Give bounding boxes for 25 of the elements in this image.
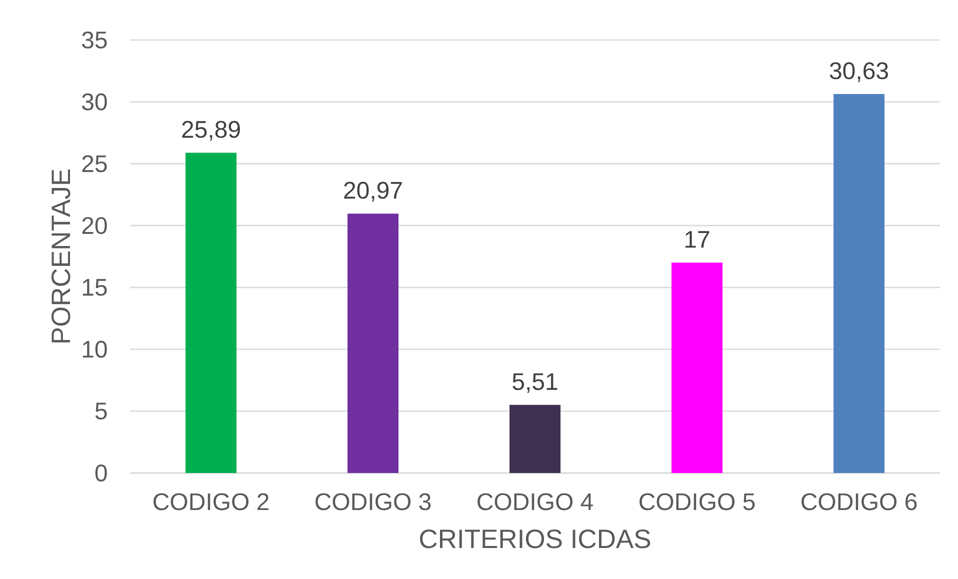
y-tick-label: 35 (82, 31, 107, 48)
data-label: 30,63 (830, 62, 888, 82)
y-tick-label: 20 (82, 217, 107, 234)
data-label: 25,89 (182, 120, 240, 141)
y-tick-label: 25 (82, 155, 107, 172)
y-tick-label: 10 (82, 340, 107, 358)
y-axis-title: PORCENTAJE (52, 170, 70, 342)
data-label: 20,97 (344, 182, 402, 202)
data-label: 5,51 (512, 373, 558, 393)
bar (672, 262, 723, 473)
bar (186, 152, 236, 473)
x-tick-label: CODIGO 6 (802, 493, 917, 510)
bar (510, 404, 561, 473)
x-tick-label: CODIGO 4 (478, 493, 593, 510)
bar (834, 94, 885, 473)
y-tick-label: 30 (82, 93, 107, 110)
x-tick-label: CODIGO 3 (316, 493, 431, 510)
x-tick-label: CODIGO 5 (640, 493, 755, 510)
x-tick-label: CODIGO 2 (154, 493, 268, 510)
bar (348, 214, 399, 473)
y-tick-label: 5 (95, 402, 107, 420)
data-label: 17 (685, 231, 710, 248)
y-tick-label: 0 (95, 464, 107, 482)
y-tick-label: 15 (82, 279, 107, 296)
x-axis-title: CRITERIOS ICDAS (420, 530, 650, 548)
